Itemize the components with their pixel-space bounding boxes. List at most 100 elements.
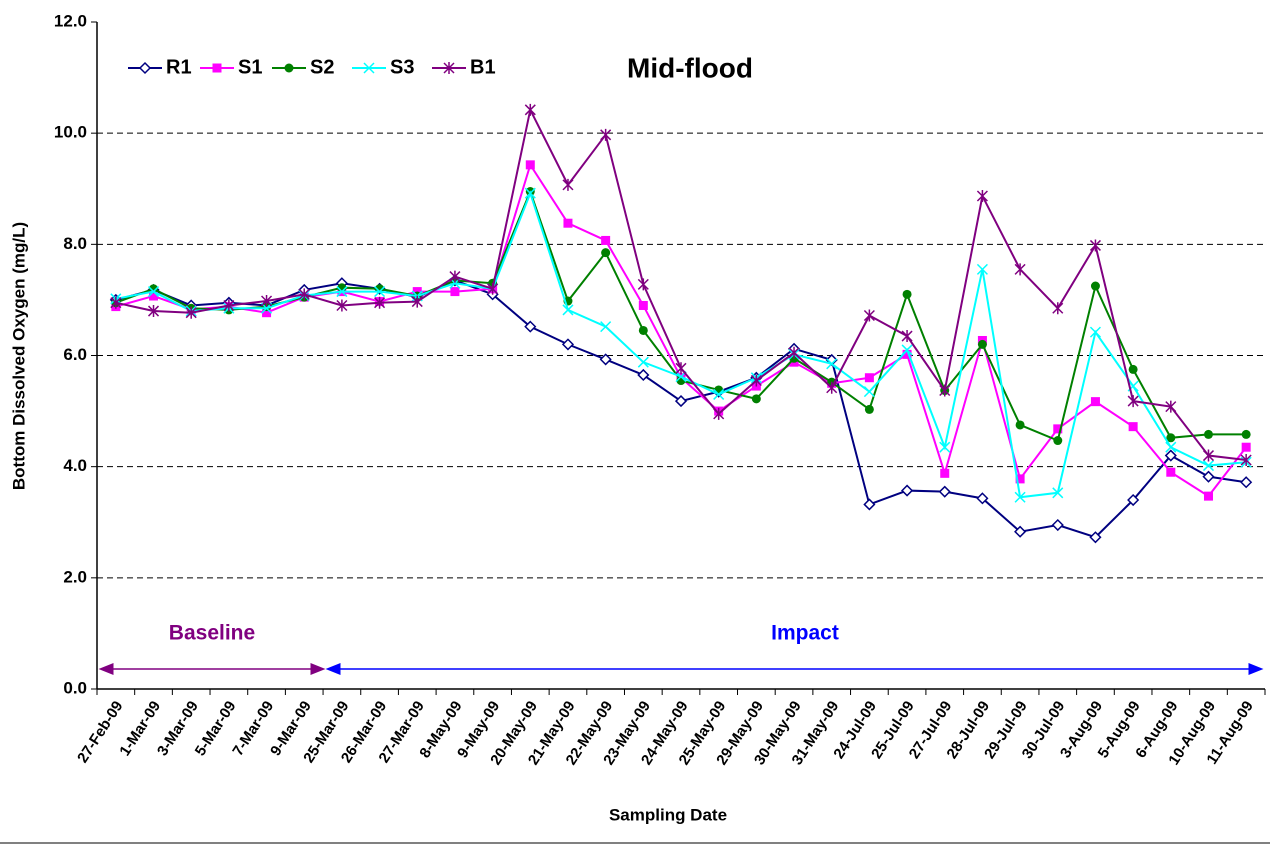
- data-point: [336, 286, 348, 298]
- data-point: [1127, 395, 1139, 408]
- legend-entry: R1: [128, 56, 192, 78]
- legend-label: B1: [470, 56, 496, 78]
- series-line: [115, 190, 1247, 499]
- y-tick-label: 0.0: [63, 678, 87, 697]
- data-point: [638, 300, 648, 310]
- legend-entry: S3: [352, 56, 414, 78]
- legend-marker: [363, 62, 375, 74]
- data-point: [1014, 263, 1026, 276]
- data-point: [713, 388, 725, 400]
- y-tick-label: 6.0: [63, 345, 87, 364]
- data-point: [1241, 442, 1251, 452]
- data-point: [939, 384, 951, 397]
- legend-label: S1: [238, 56, 262, 78]
- data-point: [788, 346, 800, 359]
- data-point: [147, 286, 160, 298]
- data-point: [976, 263, 988, 275]
- data-point: [1202, 449, 1215, 462]
- data-point: [938, 485, 951, 498]
- data-point: [675, 362, 687, 375]
- y-tick-label: 12.0: [54, 11, 87, 30]
- data-point: [1166, 467, 1176, 477]
- data-point: [637, 368, 650, 382]
- data-point: [1202, 470, 1215, 483]
- data-point: [561, 338, 575, 351]
- series: [110, 103, 1252, 466]
- legend-marker: [138, 61, 152, 75]
- data-point: [450, 287, 460, 297]
- data-point: [901, 344, 913, 356]
- data-point: [901, 330, 913, 343]
- data-point: [562, 304, 574, 316]
- data-point: [374, 286, 386, 298]
- legend-label: R1: [166, 56, 192, 78]
- y-tick-label: 2.0: [63, 567, 87, 586]
- data-point: [1015, 474, 1025, 484]
- data-point: [1128, 364, 1138, 374]
- series-line: [115, 106, 1247, 461]
- data-point: [599, 353, 612, 366]
- data-point: [524, 320, 537, 333]
- data-point: [1241, 429, 1251, 439]
- data-point: [751, 394, 761, 404]
- series: [111, 160, 1251, 501]
- data-point: [864, 404, 874, 414]
- data-point: [1052, 302, 1064, 315]
- data-point: [525, 160, 535, 170]
- data-point: [977, 339, 987, 349]
- data-point: [826, 381, 838, 394]
- y-tick-label: 10.0: [54, 123, 87, 142]
- data-point: [449, 270, 461, 283]
- legend-label: S3: [390, 56, 414, 78]
- data-point: [1127, 493, 1140, 507]
- data-point: [524, 103, 536, 116]
- data-point: [750, 374, 762, 387]
- legend-label: S2: [310, 56, 334, 78]
- data-point: [1015, 420, 1025, 430]
- data-point: [562, 178, 574, 191]
- data-point: [374, 296, 386, 309]
- legend-marker: [212, 63, 222, 73]
- series-line: [115, 162, 1247, 498]
- data-point: [336, 299, 348, 312]
- data-point: [863, 386, 875, 398]
- data-point: [901, 484, 914, 497]
- data-point: [110, 296, 122, 309]
- data-point: [600, 128, 612, 141]
- data-point: [1090, 397, 1100, 407]
- data-point: [1053, 424, 1063, 434]
- impact-label: Impact: [771, 622, 839, 645]
- legend-marker: [284, 63, 294, 73]
- data-point: [674, 395, 688, 408]
- data-point: [487, 282, 499, 295]
- data-point: [1240, 453, 1252, 466]
- y-tick-label: 4.0: [63, 456, 87, 475]
- data-point: [1165, 400, 1177, 413]
- data-point: [1051, 518, 1064, 532]
- data-point: [147, 305, 160, 318]
- data-point: [149, 291, 159, 301]
- data-point: [637, 278, 649, 291]
- chart-title: Mid-flood: [627, 52, 753, 83]
- data-point: [1090, 281, 1100, 291]
- legend-entry: S2: [272, 56, 334, 78]
- data-point: [1165, 441, 1177, 453]
- baseline-label: Baseline: [169, 622, 255, 645]
- data-point: [1089, 531, 1102, 544]
- data-point: [1014, 525, 1027, 538]
- data-point: [185, 306, 197, 319]
- data-point: [601, 235, 611, 245]
- data-point: [262, 308, 272, 318]
- x-axis-label: Sampling Date: [609, 805, 727, 824]
- data-point: [1089, 239, 1101, 252]
- legend-entry: S1: [200, 56, 262, 78]
- x-tick-label: 27-Feb-09: [74, 698, 126, 766]
- data-point: [940, 468, 950, 478]
- data-point: [600, 321, 612, 333]
- data-point: [826, 358, 838, 370]
- data-point: [1166, 433, 1176, 443]
- data-point: [863, 498, 876, 511]
- data-point: [563, 218, 573, 228]
- data-point: [601, 248, 611, 258]
- data-point: [524, 187, 536, 199]
